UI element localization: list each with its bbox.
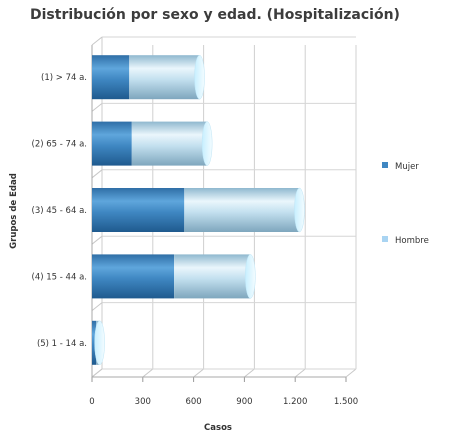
x-gridline-floor [294, 368, 306, 378]
y-axis-title: Grupos de Edad [9, 173, 19, 249]
y-tick-label: (3) 45 - 64 a. [32, 206, 87, 216]
x-tick-label: 300 [135, 397, 151, 407]
y-gridline-side [91, 368, 103, 378]
y-gridline-side [91, 169, 103, 179]
x-gridline-floor [244, 368, 255, 378]
y-gridline-side [91, 235, 103, 245]
y-gridline-side [91, 36, 103, 46]
x-axis-title: Casos [204, 423, 232, 433]
x-gridline-floor [142, 368, 154, 378]
y-tick-label: (2) 65 - 74 a. [32, 140, 87, 150]
bar-mujer [92, 188, 185, 232]
bar-end-cap [194, 54, 205, 100]
x-tick-label: 0 [89, 397, 94, 407]
x-tick-label: 900 [236, 397, 252, 407]
y-gridline-side [91, 103, 103, 112]
legend-label-hombre: Hombre [395, 236, 429, 246]
bar-end-cap [201, 121, 213, 166]
x-gridline-floor [345, 368, 357, 378]
y-gridline-side [91, 302, 103, 311]
bar-hombre [184, 188, 300, 232]
bar-end-cap [245, 254, 256, 299]
y-tick-label: (5) 1 - 14 a. [37, 339, 87, 349]
bar-hombre [129, 55, 200, 100]
bar-hombre [174, 254, 251, 299]
x-gridline-floor [193, 368, 204, 378]
chart-title: Distribución por sexo y edad. (Hospitali… [30, 7, 400, 23]
bar-mujer [92, 55, 130, 100]
bar-hombre [131, 121, 208, 166]
bar-end-cap [94, 320, 105, 366]
legend: Mujer Hombre [382, 162, 429, 246]
y-tick-label: (1) > 74 a. [41, 73, 87, 83]
y-tick-label: (4) 15 - 44 a. [32, 272, 87, 282]
x-tick-label: 1.200 [283, 397, 307, 407]
x-tick-label: 600 [185, 397, 201, 407]
bar-mujer [92, 254, 175, 299]
legend-label-mujer: Mujer [395, 162, 419, 172]
bar-mujer [92, 121, 132, 166]
x-tick-label: 1.500 [334, 397, 358, 407]
bar-mujer [92, 320, 97, 365]
legend-swatch-hombre [382, 236, 388, 242]
legend-swatch-mujer [382, 162, 388, 168]
bar-end-cap [294, 187, 305, 233]
